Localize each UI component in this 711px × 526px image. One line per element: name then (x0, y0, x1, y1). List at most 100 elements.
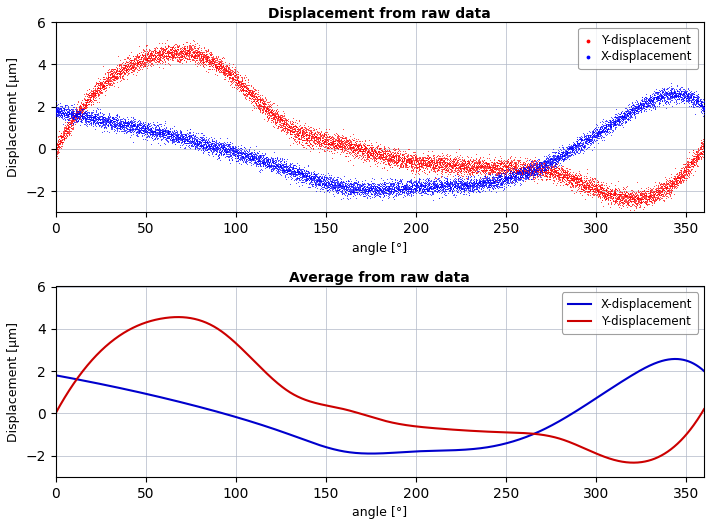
X-displacement (341, 186, 353, 195)
X-displacement (102, 114, 114, 122)
Y-displacement (382, 150, 393, 159)
Y-displacement (80, 98, 92, 107)
X-displacement (447, 179, 458, 187)
X-displacement (163, 128, 174, 137)
Y-displacement (631, 203, 642, 211)
X-displacement (220, 143, 231, 151)
X-displacement (557, 417, 566, 423)
X-displacement (547, 155, 559, 163)
X-displacement (255, 153, 266, 161)
Y-displacement (159, 50, 170, 59)
X-displacement (651, 93, 662, 102)
Y-displacement (329, 146, 341, 155)
X-displacement (257, 159, 269, 167)
Y-displacement (460, 168, 471, 176)
X-displacement (498, 178, 509, 186)
Y-displacement (405, 162, 417, 170)
X-displacement (514, 170, 525, 179)
Y-displacement (653, 186, 665, 194)
X-displacement (304, 171, 315, 179)
Y-displacement (229, 75, 240, 83)
X-displacement (177, 133, 188, 141)
X-displacement (366, 185, 378, 193)
X-displacement (143, 128, 154, 137)
Y-displacement (380, 154, 392, 162)
X-displacement (284, 161, 296, 170)
X-displacement (483, 183, 495, 191)
X-displacement (508, 177, 519, 186)
Y-displacement (71, 110, 82, 118)
X-displacement (197, 136, 208, 145)
Y-displacement (182, 55, 193, 64)
X-displacement (410, 189, 422, 197)
X-displacement (431, 183, 442, 191)
Y-displacement (347, 143, 358, 151)
X-displacement (685, 93, 697, 102)
Y-displacement (451, 166, 462, 174)
X-displacement (442, 181, 453, 189)
Y-displacement (668, 177, 680, 185)
Y-displacement (211, 63, 223, 71)
Y-displacement (70, 117, 82, 125)
Y-displacement (177, 48, 188, 57)
Y-displacement (336, 138, 347, 146)
Y-displacement (602, 196, 614, 204)
Y-displacement (375, 149, 387, 158)
Y-displacement (316, 134, 327, 142)
X-displacement (244, 151, 255, 160)
X-displacement (373, 181, 384, 189)
X-displacement (491, 174, 503, 182)
X-displacement (461, 179, 473, 188)
Y-displacement (370, 149, 382, 157)
X-displacement (369, 189, 380, 197)
Y-displacement (74, 114, 85, 123)
Y-displacement (360, 157, 372, 166)
X-displacement (664, 90, 675, 98)
X-displacement (655, 86, 666, 94)
X-displacement (223, 146, 235, 154)
X-displacement (581, 135, 592, 144)
X-displacement (313, 176, 324, 184)
Y-displacement (116, 65, 127, 73)
X-displacement (442, 182, 454, 190)
X-displacement (552, 150, 564, 159)
Y-displacement (320, 131, 331, 139)
Y-displacement (515, 166, 527, 175)
Y-displacement (214, 66, 225, 74)
X-displacement (178, 136, 189, 144)
Y-displacement (519, 168, 530, 177)
X-displacement (447, 184, 459, 192)
X-displacement (671, 87, 683, 95)
Y-displacement (557, 175, 568, 184)
X-displacement (680, 97, 691, 105)
X-displacement (442, 183, 453, 191)
X-displacement (90, 116, 102, 125)
Y-displacement (160, 43, 171, 52)
X-displacement (166, 131, 177, 139)
X-displacement (306, 182, 318, 190)
X-displacement (481, 169, 492, 177)
Y-displacement (248, 102, 260, 110)
Y-displacement (148, 46, 159, 54)
X-displacement (245, 155, 256, 164)
X-displacement (193, 139, 204, 148)
X-displacement (456, 184, 467, 192)
X-displacement (557, 144, 569, 152)
Y-displacement (378, 154, 389, 163)
Y-displacement (442, 167, 453, 175)
Y-displacement (346, 139, 358, 148)
Y-displacement (121, 66, 132, 74)
Y-displacement (667, 178, 678, 186)
X-displacement (55, 102, 67, 110)
X-displacement (642, 99, 653, 108)
Y-displacement (418, 156, 429, 164)
X-displacement (304, 170, 315, 179)
Y-displacement (198, 51, 210, 59)
X-displacement (443, 179, 454, 188)
X-displacement (386, 183, 397, 191)
Y-displacement (459, 169, 470, 178)
X-displacement (643, 100, 655, 109)
X-displacement (312, 173, 324, 181)
X-displacement (128, 120, 139, 128)
Y-displacement (171, 45, 182, 54)
